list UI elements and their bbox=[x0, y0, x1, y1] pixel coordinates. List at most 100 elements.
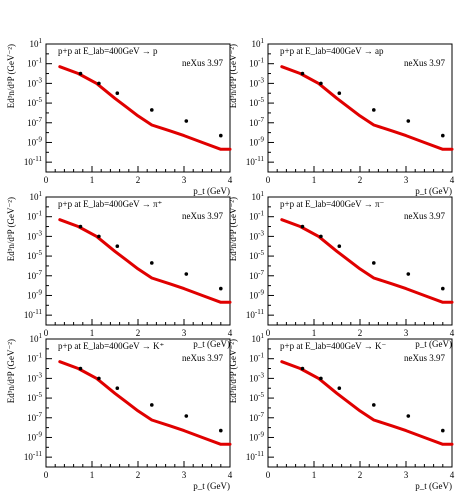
y-tick-label: 10-7 bbox=[27, 269, 42, 281]
data-point bbox=[150, 261, 154, 265]
data-point bbox=[219, 428, 223, 433]
chart-panel-4: 0 1 2 3 4 101 10-1 10-3 10-5 10-7 10-9 10-11 p_t (Ge… bbox=[228, 190, 455, 349]
y-tick-label: 10-9 bbox=[249, 430, 264, 442]
x-axis-label: p_t (GeV) bbox=[193, 339, 230, 349]
panel-title: p+p at E_lab=400GeV → p bbox=[58, 46, 158, 56]
data-point bbox=[184, 119, 189, 123]
data-point bbox=[319, 81, 323, 86]
y-tick-label: 10-7 bbox=[249, 269, 264, 281]
panel-title: p+p at E_lab=400GeV → K⁺ bbox=[58, 341, 164, 351]
data-point bbox=[300, 71, 305, 76]
y-tick-label: 10-1 bbox=[249, 352, 264, 364]
y-tick-label: 10-11 bbox=[24, 308, 43, 320]
y-tick-label: 10-7 bbox=[249, 411, 264, 423]
y-tick-label: 10-5 bbox=[249, 391, 264, 403]
y-tick-label: 10-9 bbox=[249, 135, 264, 147]
data-point bbox=[337, 386, 342, 391]
x-tick-label: 2 bbox=[358, 175, 363, 185]
x-tick-label: 1 bbox=[90, 470, 95, 480]
x-tick-label: 3 bbox=[182, 470, 187, 480]
y-tick-label: 10-1 bbox=[249, 210, 264, 222]
data-point bbox=[319, 234, 323, 239]
x-tick-label: 1 bbox=[90, 328, 95, 338]
y-tick-label: 10-5 bbox=[27, 96, 42, 108]
x-tick-label: 0 bbox=[44, 175, 49, 185]
data-point bbox=[184, 272, 189, 276]
model-curve bbox=[280, 218, 454, 304]
model-curve bbox=[280, 65, 454, 151]
data-point bbox=[300, 366, 305, 371]
data-point bbox=[78, 224, 83, 229]
y-axis-label: Ed³n/d³P (GeV⁻²) bbox=[6, 339, 16, 403]
data-point bbox=[115, 91, 120, 96]
x-tick-label: 3 bbox=[182, 328, 187, 338]
data-point bbox=[406, 272, 411, 276]
x-axis-label: p_t (GeV) bbox=[193, 186, 230, 196]
y-tick-label: 10-1 bbox=[27, 57, 42, 69]
x-tick-label: 3 bbox=[404, 470, 409, 480]
x-tick-label: 4 bbox=[450, 328, 455, 338]
y-axis-label: Ed³n/d³P (GeV⁻²) bbox=[6, 44, 16, 108]
chart-panel-2: 0 1 2 3 4 101 10-1 10-3 10-5 10-7 10-9 10-11 p_t (Ge… bbox=[228, 37, 455, 196]
x-tick-label: 1 bbox=[312, 175, 317, 185]
y-tick-label: 101 bbox=[30, 332, 43, 344]
y-tick-label: 101 bbox=[30, 190, 43, 202]
data-point bbox=[78, 366, 83, 371]
generator-label: neXus 3.97 bbox=[404, 58, 445, 68]
generator-label: neXus 3.97 bbox=[404, 211, 445, 221]
x-tick-label: 3 bbox=[404, 175, 409, 185]
y-tick-label: 10-11 bbox=[24, 155, 43, 167]
y-tick-label: 10-3 bbox=[249, 229, 264, 241]
x-tick-label: 4 bbox=[228, 175, 233, 185]
x-tick-label: 3 bbox=[182, 175, 187, 185]
data-point bbox=[337, 244, 342, 249]
y-tick-label: 10-3 bbox=[27, 76, 42, 88]
chart-panel-1: 0 1 2 3 4 101 10-1 10-3 10-5 10-7 10-9 10-11 p_t (Ge… bbox=[6, 37, 233, 196]
y-axis-label: Ed³n/d³P (GeV⁻²) bbox=[228, 197, 238, 261]
x-axis-label: p_t (GeV) bbox=[193, 481, 230, 491]
y-tick-label: 10-5 bbox=[249, 96, 264, 108]
chart-panel-3: 0 1 2 3 4 101 10-1 10-3 10-5 10-7 10-9 10-11 p_t (Ge… bbox=[6, 190, 233, 349]
data-point bbox=[97, 81, 101, 86]
data-point bbox=[219, 286, 223, 291]
y-tick-label: 10-5 bbox=[27, 249, 42, 261]
y-tick-label: 10-1 bbox=[27, 352, 42, 364]
model-curve bbox=[58, 65, 232, 151]
y-axis-label: Ed³n/d³P (GeV⁻²) bbox=[228, 44, 238, 108]
x-tick-label: 1 bbox=[312, 328, 317, 338]
y-tick-label: 101 bbox=[30, 37, 43, 49]
x-axis-label: p_t (GeV) bbox=[415, 481, 452, 491]
x-tick-label: 4 bbox=[228, 470, 233, 480]
x-tick-label: 0 bbox=[266, 470, 271, 480]
y-tick-label: 10-11 bbox=[246, 450, 265, 462]
data-point bbox=[372, 261, 376, 265]
data-point bbox=[406, 414, 411, 418]
y-tick-label: 10-3 bbox=[27, 371, 42, 383]
x-tick-label: 0 bbox=[266, 328, 271, 338]
y-tick-label: 101 bbox=[252, 190, 265, 202]
data-point bbox=[300, 224, 305, 229]
y-tick-label: 10-5 bbox=[27, 391, 42, 403]
x-tick-label: 0 bbox=[44, 328, 49, 338]
data-point bbox=[319, 376, 323, 381]
y-tick-label: 10-1 bbox=[249, 57, 264, 69]
y-axis-label: Ed³n/d³P (GeV⁻²) bbox=[6, 197, 16, 261]
y-tick-label: 10-7 bbox=[27, 116, 42, 128]
data-point bbox=[78, 71, 83, 76]
data-point bbox=[441, 286, 445, 291]
data-point bbox=[97, 234, 101, 239]
y-tick-label: 10-11 bbox=[246, 155, 265, 167]
x-tick-label: 3 bbox=[404, 328, 409, 338]
data-point bbox=[372, 108, 376, 112]
y-tick-label: 10-7 bbox=[249, 116, 264, 128]
x-tick-label: 1 bbox=[312, 470, 317, 480]
data-point bbox=[441, 428, 445, 433]
y-tick-label: 10-9 bbox=[27, 288, 42, 300]
generator-label: neXus 3.97 bbox=[182, 211, 223, 221]
y-tick-label: 10-3 bbox=[249, 371, 264, 383]
data-point bbox=[372, 403, 376, 407]
y-tick-label: 10-7 bbox=[27, 411, 42, 423]
x-tick-label: 2 bbox=[136, 328, 141, 338]
panel-title: p+p at E_lab=400GeV → K⁻ bbox=[280, 341, 386, 351]
